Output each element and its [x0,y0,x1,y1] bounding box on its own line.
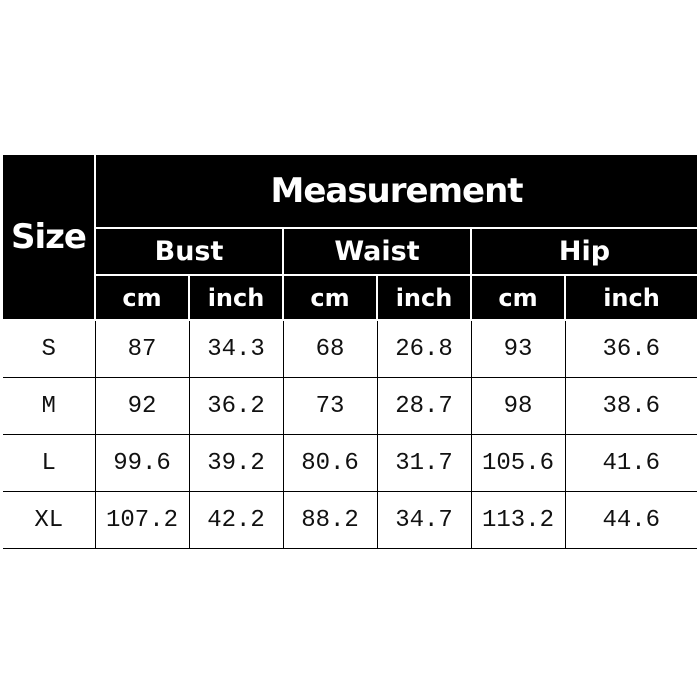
value-cell: 68 [282,319,378,378]
value-cell: 105.6 [470,434,566,492]
size-cell: XL [3,491,96,549]
size-chart-table: Size Measurement Bust Waist Hip cm inch … [3,155,698,549]
value-cell: 31.7 [376,434,472,492]
value-cell: 36.6 [564,319,698,378]
size-header: Size [3,155,96,321]
value-cell: 107.2 [94,491,190,549]
size-cell: S [3,319,96,378]
value-cell: 42.2 [188,491,284,549]
unit-header: inch [376,274,472,321]
value-cell: 87 [94,319,190,378]
value-cell: 34.7 [376,491,472,549]
unit-header: inch [563,274,698,321]
waist-header: Waist [282,227,472,276]
unit-header: cm [470,274,566,321]
table-row: M 92 36.2 73 28.7 98 38.6 [3,377,698,435]
value-cell: 88.2 [282,491,378,549]
bust-header: Bust [94,227,284,276]
unit-header: cm [282,274,378,321]
value-cell: 93 [470,319,566,378]
unit-header: cm [94,274,190,321]
value-cell: 38.6 [564,377,698,435]
measurement-header: Measurement [93,155,698,229]
value-cell: 113.2 [470,491,566,549]
value-cell: 99.6 [94,434,190,492]
table-row: L 99.6 39.2 80.6 31.7 105.6 41.6 [3,434,698,492]
value-cell: 39.2 [188,434,284,492]
value-cell: 98 [470,377,566,435]
value-cell: 26.8 [376,319,472,378]
value-cell: 92 [94,377,190,435]
value-cell: 28.7 [376,377,472,435]
table-row: S 87 34.3 68 26.8 93 36.6 [3,319,698,378]
value-cell: 80.6 [282,434,378,492]
size-cell: L [3,434,96,492]
value-cell: 34.3 [188,319,284,378]
hip-header: Hip [469,227,698,276]
value-cell: 44.6 [564,491,698,549]
size-cell: M [3,377,96,435]
value-cell: 73 [282,377,378,435]
unit-header: inch [188,274,284,321]
table-row: XL 107.2 42.2 88.2 34.7 113.2 44.6 [3,491,698,549]
value-cell: 41.6 [564,434,698,492]
value-cell: 36.2 [188,377,284,435]
